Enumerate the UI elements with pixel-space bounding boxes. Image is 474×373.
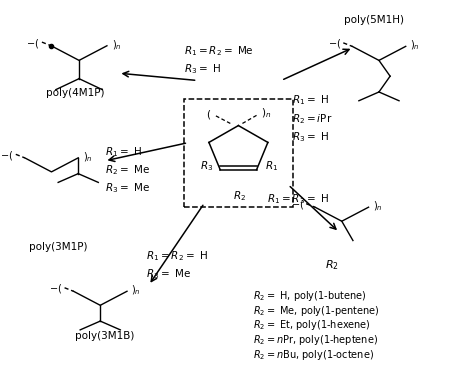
- Bar: [183, 99, 293, 207]
- Text: poly(3M1P): poly(3M1P): [29, 242, 87, 252]
- Text: $)_n$: $)_n$: [373, 200, 383, 213]
- Text: $R_2 = n$Pr, poly(1-heptene): $R_2 = n$Pr, poly(1-heptene): [253, 333, 378, 347]
- Text: $R_2 = $ Et, poly(1-hexene): $R_2 = $ Et, poly(1-hexene): [253, 319, 371, 332]
- Text: $)_n$: $)_n$: [82, 150, 92, 164]
- Text: $-($: $-($: [27, 37, 39, 50]
- Text: $R_1 = $ H
$R_2 = $ Me
$R_3 = $ Me: $R_1 = $ H $R_2 = $ Me $R_3 = $ Me: [105, 145, 150, 195]
- Text: $R_1 = R_2 = $ Me
$R_3 = $ H: $R_1 = R_2 = $ Me $R_3 = $ H: [183, 44, 254, 76]
- Text: poly(4M1P): poly(4M1P): [46, 88, 104, 98]
- Text: $-($: $-($: [291, 198, 304, 211]
- Text: $R_1$: $R_1$: [265, 160, 278, 173]
- Text: $R_2 = $ Me, poly(1-pentene): $R_2 = $ Me, poly(1-pentene): [253, 304, 380, 318]
- Text: $-($: $-($: [328, 37, 341, 50]
- Text: $R_1 = R_2 = $ H
$R_3 = $ Me: $R_1 = R_2 = $ H $R_3 = $ Me: [146, 249, 208, 281]
- Text: $R_2 = $ H, poly(1-butene): $R_2 = $ H, poly(1-butene): [253, 289, 367, 303]
- Text: $)_n$: $)_n$: [261, 106, 272, 120]
- Text: $)_n$: $)_n$: [410, 39, 420, 52]
- Text: $($: $($: [206, 109, 211, 122]
- Text: $R_2 = n$Bu, poly(1-octene): $R_2 = n$Bu, poly(1-octene): [253, 348, 374, 362]
- Text: $-($: $-($: [49, 282, 63, 295]
- Text: $-($: $-($: [0, 149, 14, 162]
- Text: $)_n$: $)_n$: [111, 38, 121, 51]
- Text: $R_2$: $R_2$: [325, 258, 339, 272]
- Text: $R_3$: $R_3$: [200, 160, 213, 173]
- Text: $R_2$: $R_2$: [233, 189, 246, 203]
- Text: poly(5M1H): poly(5M1H): [344, 15, 404, 25]
- Text: $R_1 = $ H
$R_2 = i$Pr
$R_3 = $ H: $R_1 = $ H $R_2 = i$Pr $R_3 = $ H: [292, 94, 332, 144]
- Text: $)_n$: $)_n$: [131, 283, 141, 297]
- Text: $R_1 = R_3 = $ H: $R_1 = R_3 = $ H: [267, 192, 329, 206]
- Text: poly(3M1B): poly(3M1B): [75, 330, 134, 341]
